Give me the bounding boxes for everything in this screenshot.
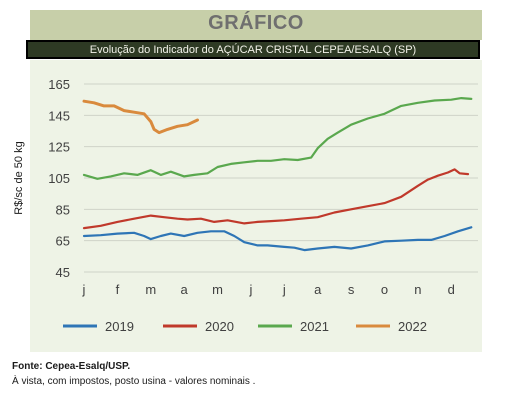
legend-label-2020: 2020 (205, 319, 234, 334)
x-tick-label: f (116, 282, 120, 297)
x-tick-label: d (448, 282, 455, 297)
y-tick-label: 105 (48, 171, 70, 186)
chart-title: Evolução do Indicador do AÇÚCAR CRISTAL … (89, 44, 417, 56)
series-line-2020 (82, 168, 470, 230)
chart-panel (30, 60, 482, 352)
y-tick-label: 165 (48, 77, 70, 92)
x-tick-label: a (314, 282, 322, 297)
note-text: À vista, com impostos, posto usina - val… (12, 376, 256, 387)
y-tick-label: 45 (56, 265, 70, 280)
x-tick-label: o (381, 282, 388, 297)
x-tick-label: j (282, 282, 286, 297)
x-tick-label: j (82, 282, 86, 297)
y-tick-label: 125 (48, 140, 70, 155)
x-tick-label: m (212, 282, 223, 297)
x-tick-label: n (414, 282, 421, 297)
legend-label-2019: 2019 (105, 319, 134, 334)
x-tick-label: m (145, 282, 156, 297)
series-line-2022 (82, 99, 199, 135)
y-tick-label: 145 (48, 108, 70, 123)
y-axis-label: R$/sc de 50 kg (13, 141, 25, 214)
x-tick-label: a (181, 282, 189, 297)
header-title: GRÁFICO (208, 12, 304, 34)
legend-label-2022: 2022 (398, 319, 427, 334)
series-line-2021 (82, 97, 473, 180)
y-tick-label: 85 (56, 202, 70, 217)
header-banner: GRÁFICO (30, 10, 482, 40)
y-tick-label: 65 (56, 234, 70, 249)
x-tick-label: j (249, 282, 253, 297)
source-text: Fonte: Cepea-Esalq/USP. (12, 361, 131, 372)
series-line-2019 (82, 226, 473, 252)
chart-title-bar: Evolução do Indicador do AÇÚCAR CRISTAL … (26, 40, 480, 59)
legend-label-2021: 2021 (300, 319, 329, 334)
x-tick-label: s (348, 282, 355, 297)
